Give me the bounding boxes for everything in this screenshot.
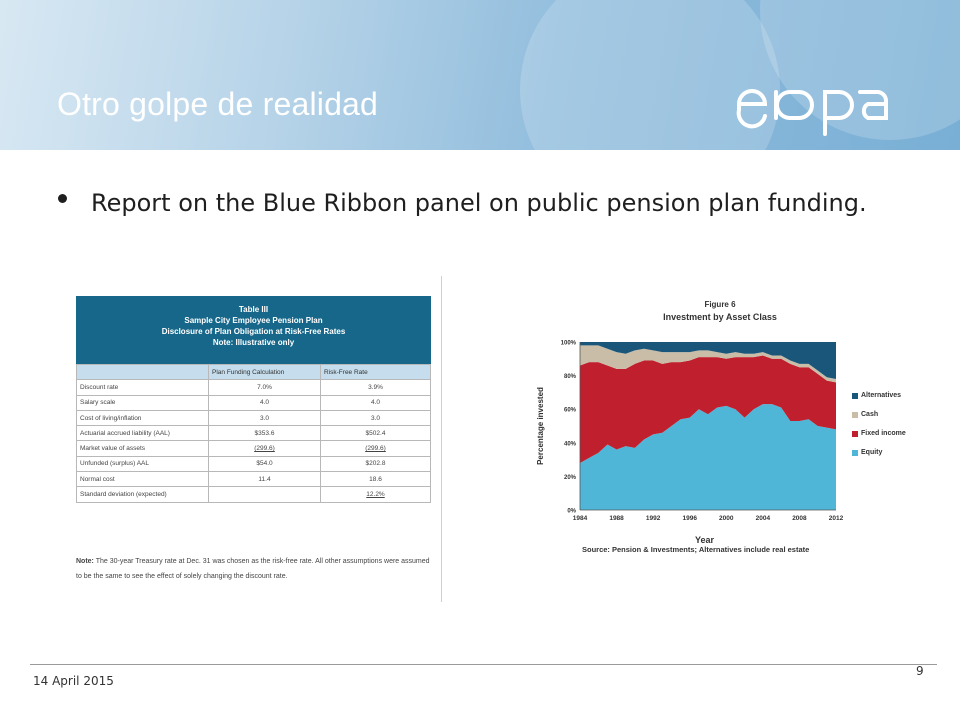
table-cell: $353.6 — [208, 425, 321, 442]
table-row: Salary scale 4.0 4.0 — [76, 394, 431, 411]
table-header-row: Plan Funding Calculation Risk-Free Rate — [76, 363, 431, 381]
table-row: Discount rate 7.0% 3.9% — [76, 379, 431, 396]
legend-item: Equity — [852, 443, 906, 462]
slide-title: Otro golpe de realidad — [57, 86, 379, 122]
area-series-fixed-income — [580, 355, 836, 463]
bullet-dot-icon — [58, 194, 67, 203]
legend-swatch — [852, 392, 858, 399]
vertical-divider — [441, 276, 442, 602]
table-cell: Market value of assets — [76, 440, 209, 457]
legend-label: Equity — [861, 449, 883, 456]
table-cell: 4.0 — [320, 394, 431, 411]
chart-x-axis-title: Year — [695, 535, 715, 545]
table-cell: 7.0% — [208, 379, 321, 396]
table-note-label: Note: — [76, 558, 94, 565]
y-tick-label: 80% — [564, 374, 577, 380]
table-cell: Discount rate — [76, 379, 209, 396]
table-cell: (299.6) — [208, 440, 321, 457]
table-cell: $54.0 — [208, 455, 321, 473]
x-tick-label: 1984 — [573, 515, 588, 522]
legend-item: Fixed income — [852, 424, 906, 443]
table-cell: 3.0 — [320, 409, 431, 427]
asset-class-chart: 0% 20% 40% 60% 80% 100% 1984 1988 1992 1996 2000 20… — [536, 341, 844, 523]
chart-legend: Alternatives Cash Fixed income Equity — [852, 386, 906, 462]
table-row: Unfunded (surplus) AAL $54.0 $202.8 — [76, 455, 431, 473]
table-cell: Actuarial accrued liability (AAL) — [76, 425, 209, 442]
table-cell: Standard deviation (expected) — [76, 486, 209, 503]
table-row: Normal cost 11.4 18.6 — [76, 471, 431, 488]
table-cell: 12.2% — [320, 486, 431, 503]
legend-label: Fixed income — [861, 430, 906, 437]
eiopa-logo — [736, 89, 889, 136]
x-tick-label: 1988 — [609, 515, 624, 522]
legend-label: Alternatives — [861, 392, 902, 399]
x-tick-label: 2004 — [756, 515, 771, 522]
table-row: Actuarial accrued liability (AAL) $353.6 $… — [76, 425, 431, 442]
y-tick-label: 0% — [567, 509, 576, 515]
table-cell: 18.6 — [320, 471, 431, 488]
table-cell: Unfunded (surplus) AAL — [76, 455, 209, 473]
x-tick-label: 2000 — [719, 515, 734, 522]
table-cell: 3.0 — [208, 409, 321, 427]
legend-item: Cash — [852, 405, 906, 424]
table-title-line: Table III — [238, 305, 269, 314]
table-title-line: Sample City Employee Pension Plan — [184, 316, 323, 325]
table-cell: Salary scale — [76, 394, 209, 411]
bullet-text-content: Report on the Blue Ribbon panel on publi… — [91, 189, 867, 217]
table-note: Note: The 30-year Treasury rate at Dec. … — [76, 554, 436, 584]
chart-source: Source: Pension & Investments; Alternati… — [582, 545, 810, 554]
y-tick-label: 60% — [564, 408, 577, 414]
header-decoration — [520, 0, 780, 150]
table-column-header: Plan Funding Calculation — [208, 363, 321, 381]
slide-header: Otro golpe de realidad — [0, 0, 960, 150]
y-axis-title: Percentage invested — [536, 387, 545, 465]
legend-swatch — [852, 411, 858, 418]
table-cell: (299.6) — [320, 440, 431, 457]
y-tick-label: 40% — [564, 441, 577, 447]
legend-label: Cash — [861, 411, 879, 418]
table-title-line: Disclosure of Plan Obligation at Risk-Fr… — [161, 327, 346, 336]
table-note-text: The 30-year Treasury rate at Dec. 31 was… — [76, 558, 430, 580]
footer-divider — [30, 664, 937, 665]
table-row: Cost of living/inflation 3.0 3.0 — [76, 409, 431, 427]
y-tick-label: 100% — [561, 341, 577, 347]
table-column-header — [76, 363, 209, 381]
area-series-alternatives — [580, 342, 836, 379]
legend-item: Alternatives — [852, 386, 906, 405]
table-title-line: Note: Illustrative only — [212, 338, 295, 347]
table-cell: 11.4 — [208, 471, 321, 488]
table-cell: 4.0 — [208, 394, 321, 411]
chart-title: Figure 6 — [704, 300, 736, 309]
legend-swatch — [852, 449, 858, 456]
table-cell — [208, 486, 321, 503]
footer-date: 14 April 2015 — [33, 674, 114, 688]
y-tick-label: 20% — [564, 475, 577, 481]
page-number: 9 — [916, 664, 924, 678]
x-tick-label: 2012 — [829, 515, 844, 522]
table-header-banner: Table III Sample City Employee Pension P… — [76, 296, 431, 364]
table-cell: Normal cost — [76, 471, 209, 488]
table-row: Standard deviation (expected) 12.2% — [76, 486, 431, 503]
table-cell: $202.8 — [320, 455, 431, 473]
pension-table-image: Table III Sample City Employee Pension P… — [76, 296, 432, 596]
legend-swatch — [852, 430, 858, 437]
table-cell: Cost of living/inflation — [76, 409, 209, 427]
bullet-text: Report on the Blue Ribbon panel on publi… — [91, 182, 931, 224]
area-series-equity — [580, 404, 836, 510]
x-tick-label: 1996 — [682, 515, 697, 522]
x-tick-label: 1992 — [646, 515, 661, 522]
table-column-header: Risk-Free Rate — [320, 363, 431, 381]
table-cell: $502.4 — [320, 425, 431, 442]
area-series-cash — [580, 345, 836, 383]
pension-table: Plan Funding Calculation Risk-Free Rate … — [76, 363, 431, 503]
chart-subtitle: Investment by Asset Class — [663, 312, 777, 322]
table-row: Market value of assets (299.6) (299.6) — [76, 440, 431, 457]
x-tick-label: 2008 — [792, 515, 807, 522]
table-cell: 3.9% — [320, 379, 431, 396]
